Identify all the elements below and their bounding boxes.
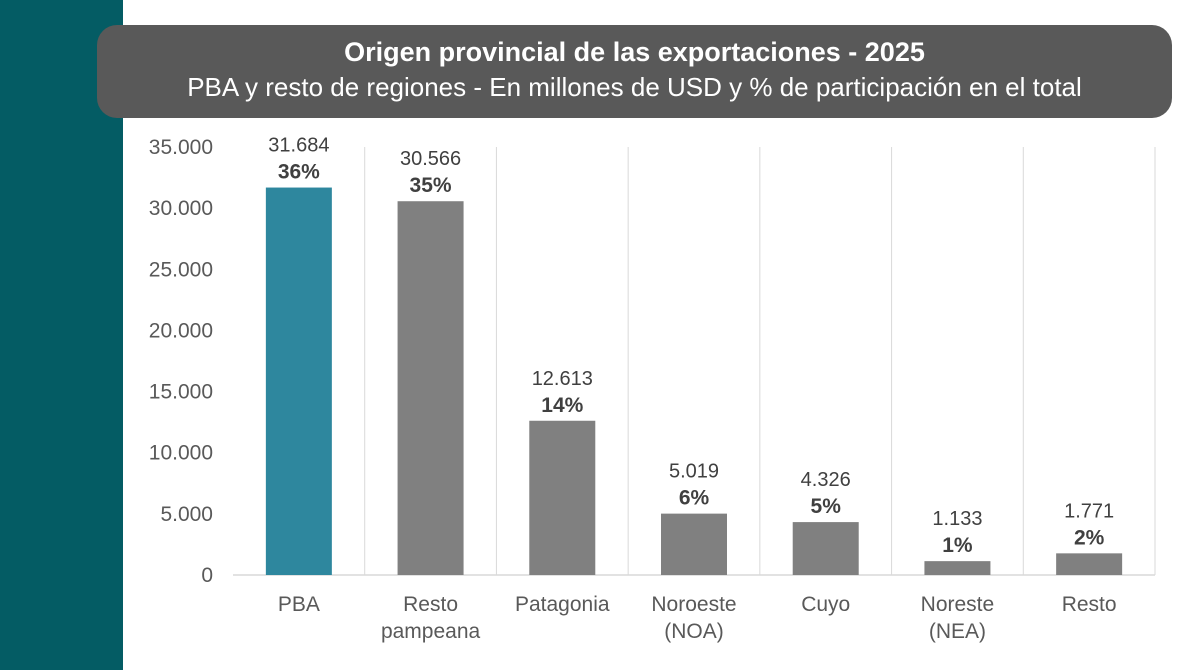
bar	[661, 513, 727, 575]
y-tick-label: 10.000	[149, 442, 213, 465]
bar-percent-label: 6%	[679, 487, 710, 510]
bar-percent-label: 14%	[541, 394, 583, 417]
bar-percent-label: 5%	[811, 495, 842, 518]
chart-title: Origen provincial de las exportaciones -…	[344, 37, 925, 67]
bar-percent-label: 35%	[410, 174, 452, 197]
x-category-label: Resto	[1062, 593, 1117, 616]
y-tick-label: 0	[201, 564, 213, 587]
bar	[397, 201, 464, 575]
bar	[792, 522, 859, 575]
bar-percent-label: 1%	[942, 534, 973, 557]
y-tick-label: 20.000	[149, 319, 213, 342]
bar-value-label: 5.019	[669, 461, 719, 483]
x-category-label: Cuyo	[801, 593, 850, 616]
bar-value-label: 1.771	[1064, 500, 1114, 522]
chart-subtitle: PBA y resto de regiones - En millones de…	[187, 72, 1082, 102]
bar-percent-label: 2%	[1074, 526, 1105, 549]
bar	[265, 187, 332, 576]
y-tick-label: 25.000	[149, 258, 213, 281]
bar	[924, 561, 991, 575]
x-category-label: (NOA)	[664, 620, 724, 643]
y-tick-label: 5.000	[160, 503, 213, 526]
bar-percent-label: 36%	[278, 161, 320, 184]
y-tick-label: 15.000	[149, 381, 213, 404]
x-category-label: pampeana	[381, 620, 481, 643]
bar-value-label: 31.684	[268, 135, 329, 157]
y-tick-label: 30.000	[149, 197, 213, 220]
bar	[1056, 553, 1123, 575]
bar-value-label: 1.133	[932, 508, 982, 530]
bar-value-label: 12.613	[532, 368, 593, 390]
title-box: Origen provincial de las exportaciones -…	[97, 25, 1172, 118]
x-category-label: Resto	[403, 593, 458, 616]
bar-value-label: 4.326	[801, 469, 851, 491]
x-category-label: Noreste	[921, 593, 995, 616]
x-category-label: Noroeste	[651, 593, 736, 616]
x-category-label: Patagonia	[515, 593, 610, 616]
bar	[529, 420, 596, 575]
y-tick-label: 35.000	[149, 136, 213, 159]
x-category-label: PBA	[278, 593, 320, 616]
x-category-label: (NEA)	[929, 620, 986, 643]
bar-value-label: 30.566	[400, 148, 461, 170]
